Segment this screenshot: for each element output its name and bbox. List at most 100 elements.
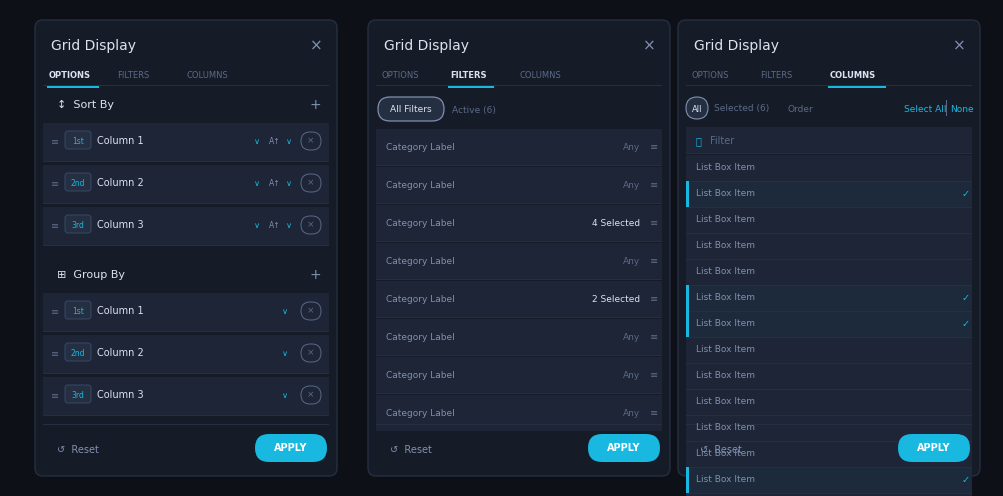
Text: ↺  Reset: ↺ Reset bbox=[57, 445, 98, 455]
Bar bbox=[376, 355, 661, 356]
Text: Any: Any bbox=[622, 371, 639, 379]
Text: ×: × bbox=[643, 39, 655, 54]
Bar bbox=[685, 363, 971, 364]
Text: ×: × bbox=[310, 39, 323, 54]
FancyBboxPatch shape bbox=[35, 20, 337, 476]
FancyBboxPatch shape bbox=[65, 173, 91, 191]
Text: ≡: ≡ bbox=[51, 179, 59, 189]
Bar bbox=[43, 424, 329, 425]
Bar bbox=[827, 86, 885, 88]
Text: Active (6): Active (6) bbox=[451, 106, 495, 115]
Text: ≡: ≡ bbox=[51, 349, 59, 359]
Text: Column 2: Column 2 bbox=[97, 348, 143, 358]
Text: List Box Item: List Box Item bbox=[695, 397, 754, 407]
Text: OPTIONS: OPTIONS bbox=[691, 70, 729, 79]
Text: Category Label: Category Label bbox=[385, 181, 454, 189]
Text: COLUMNS: COLUMNS bbox=[187, 70, 229, 79]
Text: FILTERS: FILTERS bbox=[449, 70, 486, 79]
Text: Category Label: Category Label bbox=[385, 371, 454, 379]
Bar bbox=[43, 293, 329, 331]
Text: Column 2: Column 2 bbox=[97, 178, 143, 188]
Bar bbox=[376, 424, 661, 425]
Bar bbox=[376, 243, 661, 279]
Bar bbox=[685, 337, 971, 363]
Bar bbox=[685, 181, 971, 207]
Text: ×: × bbox=[307, 307, 314, 315]
Bar bbox=[43, 165, 329, 203]
Text: None: None bbox=[949, 105, 973, 114]
Bar bbox=[376, 281, 661, 317]
Bar bbox=[685, 181, 688, 207]
Text: ∨: ∨ bbox=[282, 307, 288, 315]
Text: ×: × bbox=[952, 39, 965, 54]
Bar bbox=[376, 167, 661, 203]
Text: All Filters: All Filters bbox=[390, 106, 431, 115]
Text: APPLY: APPLY bbox=[607, 443, 640, 453]
Text: List Box Item: List Box Item bbox=[695, 294, 754, 303]
Bar bbox=[43, 331, 329, 332]
Text: ≡: ≡ bbox=[649, 142, 657, 152]
Text: OPTIONS: OPTIONS bbox=[381, 70, 419, 79]
Bar bbox=[376, 129, 661, 165]
Bar bbox=[685, 285, 688, 311]
Text: ≡: ≡ bbox=[649, 370, 657, 380]
Text: ≡: ≡ bbox=[649, 408, 657, 418]
Text: ✓: ✓ bbox=[961, 475, 969, 485]
Bar bbox=[685, 85, 971, 86]
Text: Order: Order bbox=[787, 105, 813, 114]
Text: Column 3: Column 3 bbox=[97, 220, 143, 230]
Text: Column 3: Column 3 bbox=[97, 390, 143, 400]
Bar bbox=[376, 393, 661, 394]
Text: Any: Any bbox=[622, 142, 639, 151]
Text: ×: × bbox=[307, 179, 314, 187]
Bar bbox=[376, 241, 661, 242]
Bar bbox=[43, 335, 329, 373]
Text: FILTERS: FILTERS bbox=[759, 70, 791, 79]
Text: ⊞  Group By: ⊞ Group By bbox=[57, 270, 125, 280]
Text: 1st: 1st bbox=[72, 136, 84, 145]
Text: List Box Item: List Box Item bbox=[695, 449, 754, 458]
Text: ≡: ≡ bbox=[649, 256, 657, 266]
Text: Category Label: Category Label bbox=[385, 295, 454, 304]
Text: ✓: ✓ bbox=[961, 293, 969, 303]
Bar bbox=[685, 233, 971, 234]
Text: ≡: ≡ bbox=[51, 137, 59, 147]
Text: A↑: A↑ bbox=[269, 179, 281, 187]
Text: Category Label: Category Label bbox=[385, 256, 454, 265]
Text: Grid Display: Grid Display bbox=[383, 39, 468, 53]
Text: 2nd: 2nd bbox=[70, 179, 85, 187]
Text: All: All bbox=[691, 105, 701, 114]
Text: COLUMNS: COLUMNS bbox=[520, 70, 562, 79]
Bar bbox=[685, 467, 971, 468]
Bar bbox=[43, 203, 329, 204]
Text: List Box Item: List Box Item bbox=[695, 372, 754, 380]
Bar bbox=[685, 259, 971, 285]
Text: List Box Item: List Box Item bbox=[695, 164, 754, 173]
Text: Select All: Select All bbox=[903, 105, 946, 114]
FancyBboxPatch shape bbox=[588, 434, 659, 462]
Text: Any: Any bbox=[622, 409, 639, 418]
Text: ↕  Sort By: ↕ Sort By bbox=[57, 100, 114, 110]
Text: List Box Item: List Box Item bbox=[695, 242, 754, 250]
Text: ≡: ≡ bbox=[51, 307, 59, 317]
Text: 3rd: 3rd bbox=[71, 221, 84, 230]
Text: ∨: ∨ bbox=[282, 390, 288, 399]
Text: ∨: ∨ bbox=[286, 136, 292, 145]
Text: FILTERS: FILTERS bbox=[117, 70, 149, 79]
Text: Grid Display: Grid Display bbox=[693, 39, 778, 53]
Text: Column 1: Column 1 bbox=[97, 136, 143, 146]
Text: List Box Item: List Box Item bbox=[695, 476, 754, 485]
Text: ×: × bbox=[307, 390, 314, 399]
Text: +: + bbox=[309, 268, 321, 282]
Bar bbox=[43, 415, 329, 416]
Text: COLUMNS: COLUMNS bbox=[829, 70, 876, 79]
Text: ∨: ∨ bbox=[286, 179, 292, 187]
Text: ×: × bbox=[307, 349, 314, 358]
Bar bbox=[685, 493, 971, 494]
Text: Selected (6): Selected (6) bbox=[713, 105, 768, 114]
Bar bbox=[43, 123, 329, 161]
FancyBboxPatch shape bbox=[65, 385, 91, 403]
Text: 2 Selected: 2 Selected bbox=[592, 295, 639, 304]
Text: ✓: ✓ bbox=[961, 189, 969, 199]
Bar bbox=[447, 86, 493, 88]
